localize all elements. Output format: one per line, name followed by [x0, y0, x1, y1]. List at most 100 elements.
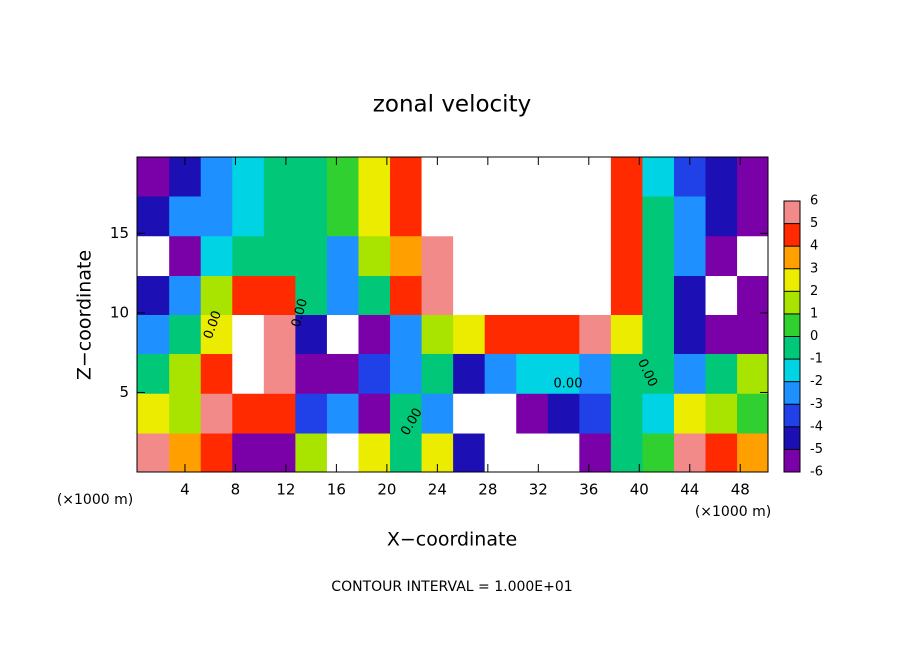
cell [169, 235, 202, 277]
cell [390, 393, 423, 434]
cell [484, 353, 517, 394]
cell [547, 433, 580, 473]
cell [263, 393, 296, 434]
colorbar-label: 5 [810, 216, 818, 231]
cell [200, 433, 233, 473]
cell [579, 433, 612, 473]
cell [453, 275, 486, 315]
cell [453, 314, 486, 354]
cell [453, 393, 486, 434]
cell [610, 433, 643, 473]
cell [358, 314, 391, 354]
cell [295, 393, 328, 434]
plot-frame [136, 156, 769, 473]
colorbar-swatch [784, 359, 800, 382]
cell [547, 314, 580, 354]
cell [232, 235, 265, 277]
cell [232, 353, 265, 394]
cell [579, 235, 612, 277]
y-tick-label: 15 [110, 224, 129, 242]
cell [358, 235, 391, 277]
colorbar-label: 2 [810, 284, 818, 299]
x-tick-label: 44 [680, 481, 699, 499]
colorbar-swatch [784, 268, 800, 292]
cell [642, 353, 675, 394]
colorbar-label: -2 [810, 374, 823, 389]
cell [705, 353, 738, 394]
cell [516, 314, 549, 354]
cell [705, 195, 738, 237]
cell [453, 353, 486, 394]
cell [169, 195, 202, 237]
cell [421, 393, 454, 434]
cell [610, 393, 643, 434]
cell [232, 157, 265, 197]
x-tick-label: 20 [377, 481, 396, 499]
x-tick-label: 40 [630, 481, 649, 499]
cell [705, 433, 738, 473]
cell [484, 433, 517, 473]
x-tick-label: 48 [731, 481, 750, 499]
cell [326, 157, 359, 197]
cell [642, 275, 675, 315]
cell [547, 275, 580, 315]
cell [547, 157, 580, 197]
contour-label: 0.00 [289, 297, 311, 329]
cell [200, 353, 233, 394]
cell [516, 353, 549, 394]
cell [137, 157, 170, 197]
cell [484, 157, 517, 197]
cell [673, 314, 707, 354]
cell [200, 275, 233, 315]
cell [737, 393, 769, 434]
cell [579, 353, 612, 394]
y-tick-label: 10 [110, 303, 129, 321]
cell [326, 235, 359, 277]
cell [390, 195, 423, 237]
cell [642, 393, 675, 434]
cell [453, 433, 486, 473]
colorbar-label: -4 [810, 419, 823, 434]
cell [421, 195, 454, 237]
cell [200, 195, 233, 237]
cell [137, 314, 170, 354]
cell [516, 275, 549, 315]
cell [326, 353, 359, 394]
cell [232, 433, 265, 473]
x-tick-label: 8 [231, 481, 241, 499]
x-unit: (×1000 m) [695, 504, 771, 520]
cell [484, 195, 517, 237]
colorbar-label: -6 [810, 465, 823, 480]
colorbar-label: -1 [810, 352, 823, 367]
cell [673, 393, 707, 434]
colorbar-swatch [784, 426, 800, 450]
cell [137, 433, 170, 473]
cell [547, 353, 580, 394]
cell [326, 393, 359, 434]
y-axis-label: Z−coordinate [74, 250, 96, 380]
cell [642, 157, 675, 197]
cell [263, 275, 296, 315]
cell [673, 235, 707, 277]
cell [137, 195, 170, 237]
cell [484, 275, 517, 315]
colorbar-swatch [784, 336, 800, 360]
colorbar-swatch [784, 246, 800, 269]
cell [516, 393, 549, 434]
cell [358, 393, 391, 434]
cell [610, 314, 643, 354]
x-tick-label: 24 [428, 481, 447, 499]
field [137, 157, 769, 473]
x-axis-label: X−coordinate [387, 529, 517, 551]
cell [642, 235, 675, 277]
cell [295, 195, 328, 237]
cell [263, 353, 296, 394]
cell [200, 393, 233, 434]
colorbar-swatch [784, 201, 800, 224]
cell [453, 235, 486, 277]
cell [169, 275, 202, 315]
colorbar-label: 0 [810, 329, 818, 344]
cell [295, 353, 328, 394]
cell [358, 433, 391, 473]
